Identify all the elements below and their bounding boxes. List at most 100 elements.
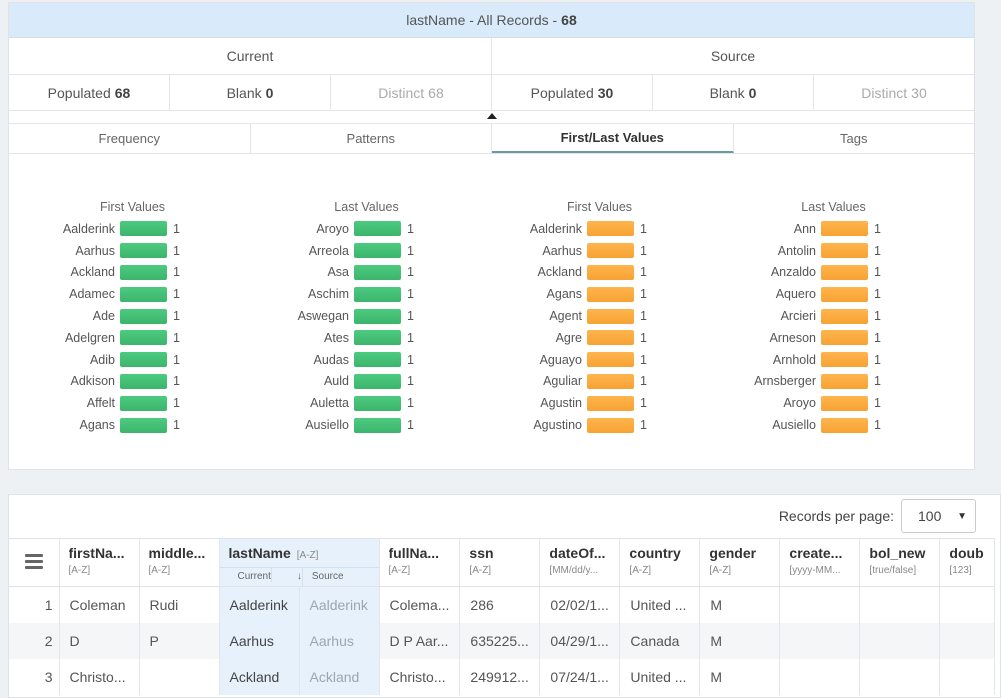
value-row[interactable]: Auld 1 — [249, 371, 484, 393]
table-cell[interactable] — [859, 622, 941, 659]
value-bar[interactable] — [354, 417, 401, 433]
column-menu[interactable] — [9, 538, 60, 587]
value-row[interactable]: Ade 1 — [15, 305, 250, 327]
value-bar[interactable] — [587, 308, 634, 324]
value-row[interactable]: Ann 1 — [716, 218, 951, 240]
table-cell[interactable]: 07/24/1... — [539, 658, 621, 695]
value-row[interactable]: Ausiello 1 — [716, 414, 951, 436]
table-cell[interactable]: D — [59, 622, 140, 659]
table-cell[interactable]: M — [699, 586, 781, 623]
value-row[interactable]: Arreola 1 — [249, 240, 484, 262]
tab-frequency[interactable]: Frequency — [9, 124, 251, 153]
value-row[interactable]: Aroyo 1 — [716, 392, 951, 414]
value-bar[interactable] — [587, 417, 634, 433]
value-row[interactable]: Affelt 1 — [15, 392, 250, 414]
value-bar[interactable] — [354, 221, 401, 237]
table-cell[interactable] — [779, 658, 861, 695]
table-cell[interactable]: D P Aar... — [379, 622, 461, 659]
value-bar[interactable] — [587, 243, 634, 259]
table-cell[interactable] — [939, 586, 995, 623]
table-cell[interactable]: Aarhus — [299, 622, 380, 659]
table-cell[interactable] — [139, 658, 220, 695]
sort-down-icon[interactable]: ↓ — [296, 571, 302, 582]
value-bar[interactable] — [120, 264, 167, 280]
table-cell[interactable]: Aarhus — [219, 622, 300, 659]
value-bar[interactable] — [587, 221, 634, 237]
lastname-source-subheader[interactable]: Source — [311, 571, 344, 582]
header-ssn[interactable]: ssn [A-Z] — [459, 538, 541, 587]
value-bar[interactable] — [821, 395, 868, 411]
value-bar[interactable] — [354, 308, 401, 324]
value-row[interactable]: Aalderink 1 — [15, 218, 250, 240]
value-row[interactable]: Ackland 1 — [482, 262, 717, 284]
tab-patterns[interactable]: Patterns — [251, 124, 492, 153]
value-bar[interactable] — [354, 373, 401, 389]
table-cell[interactable] — [779, 586, 861, 623]
value-bar[interactable] — [120, 308, 167, 324]
table-cell[interactable]: M — [699, 622, 781, 659]
value-bar[interactable] — [120, 330, 167, 346]
tab-tags[interactable]: Tags — [840, 131, 868, 146]
value-bar[interactable] — [587, 330, 634, 346]
value-bar[interactable] — [354, 243, 401, 259]
table-cell[interactable]: Rudi — [139, 586, 220, 623]
header-lastname[interactable]: lastName [A-Z] Current ↓ Source — [219, 538, 380, 587]
value-bar[interactable] — [821, 373, 868, 389]
stat-current-distinct[interactable]: Distinct 68 — [331, 75, 492, 110]
value-row[interactable]: Antolin 1 — [716, 240, 951, 262]
table-row[interactable]: 1 Coleman Rudi Aalderink Aalderink Colema... 2… — [9, 586, 995, 623]
value-row[interactable]: Adamec 1 — [15, 283, 250, 305]
value-row[interactable]: Ackland 1 — [15, 262, 250, 284]
table-cell[interactable]: 286 — [459, 586, 541, 623]
value-row[interactable]: Adib 1 — [15, 349, 250, 371]
table-cell[interactable] — [779, 622, 861, 659]
table-cell[interactable]: 02/02/1... — [539, 586, 621, 623]
value-bar[interactable] — [120, 221, 167, 237]
value-bar[interactable] — [821, 417, 868, 433]
value-bar[interactable] — [354, 395, 401, 411]
table-cell[interactable]: Aalderink — [299, 586, 380, 623]
value-bar[interactable] — [587, 395, 634, 411]
value-row[interactable]: Aquero 1 — [716, 283, 951, 305]
records-per-page-select[interactable]: 100 ▼ — [901, 499, 976, 533]
table-cell[interactable]: P — [139, 622, 220, 659]
value-bar[interactable] — [821, 330, 868, 346]
value-row[interactable]: Aguliar 1 — [482, 371, 717, 393]
value-row[interactable]: Agre 1 — [482, 327, 717, 349]
value-bar[interactable] — [120, 373, 167, 389]
table-cell[interactable] — [939, 658, 995, 695]
table-cell[interactable] — [939, 622, 995, 659]
value-row[interactable]: Aschim 1 — [249, 283, 484, 305]
value-row[interactable]: Aarhus 1 — [15, 240, 250, 262]
value-row[interactable]: Asa 1 — [249, 262, 484, 284]
table-cell[interactable]: 04/29/1... — [539, 622, 621, 659]
header-gender[interactable]: gender [A-Z] — [699, 538, 781, 587]
hamburger-menu-icon[interactable] — [24, 551, 43, 572]
value-bar[interactable] — [587, 352, 634, 368]
value-bar[interactable] — [120, 286, 167, 302]
table-cell[interactable]: 635225... — [459, 622, 541, 659]
table-cell[interactable]: M — [699, 658, 781, 695]
table-cell[interactable]: Christo... — [59, 658, 140, 695]
table-cell[interactable]: Ackland — [299, 658, 380, 695]
header-dateofbirth[interactable]: dateOf... [MM/dd/y... — [539, 538, 621, 587]
table-row[interactable]: 2 D P Aarhus Aarhus D P Aar... 635225... 04/29/… — [9, 622, 995, 659]
value-bar[interactable] — [821, 352, 868, 368]
value-row[interactable]: Arneson 1 — [716, 327, 951, 349]
value-bar[interactable] — [120, 243, 167, 259]
value-bar[interactable] — [120, 352, 167, 368]
value-row[interactable]: Agustino 1 — [482, 414, 717, 436]
header-fullname[interactable]: fullNa... [A-Z] — [379, 538, 461, 587]
value-row[interactable]: Agent 1 — [482, 305, 717, 327]
table-cell[interactable] — [859, 658, 941, 695]
value-bar[interactable] — [354, 352, 401, 368]
value-row[interactable]: Ausiello 1 — [249, 414, 484, 436]
value-row[interactable]: Agustin 1 — [482, 392, 717, 414]
value-bar[interactable] — [120, 395, 167, 411]
table-cell[interactable]: Aalderink — [219, 586, 300, 623]
value-bar[interactable] — [821, 221, 868, 237]
header-bol-new[interactable]: bol_new [true/false] — [859, 538, 941, 587]
value-row[interactable]: Agans 1 — [482, 283, 717, 305]
tab-first-last-values[interactable]: First/Last Values — [492, 124, 734, 153]
value-row[interactable]: Adelgren 1 — [15, 327, 250, 349]
